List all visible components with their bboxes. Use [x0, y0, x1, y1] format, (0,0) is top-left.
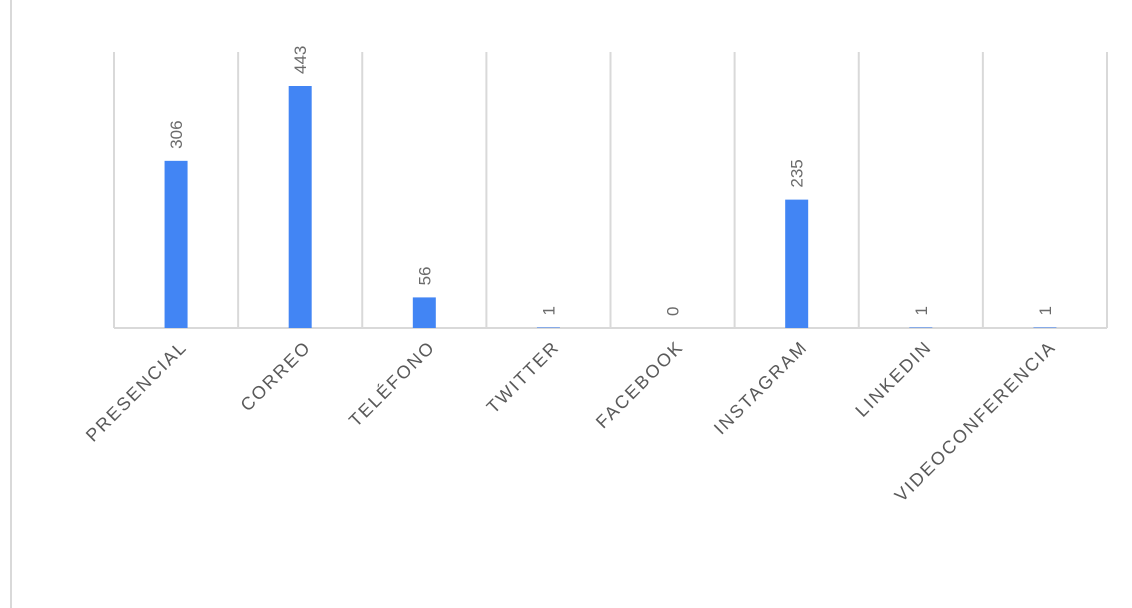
tick-label-twitter: TWITTER [483, 337, 564, 418]
data-label: 1 [539, 306, 558, 315]
data-label: 1 [1036, 306, 1055, 315]
tick-label-correo: CORREO [237, 337, 315, 415]
bar-twitter [536, 327, 560, 328]
tick-label-facebook: FACEBOOK [592, 337, 687, 432]
data-label: 306 [167, 120, 186, 148]
page-left-border [10, 0, 12, 608]
data-label: 1 [912, 306, 931, 315]
bar-presencial [164, 160, 188, 328]
data-label: 56 [415, 266, 434, 285]
tick-label-presencial: PRESENCIAL [82, 337, 191, 446]
bars [164, 86, 1057, 328]
bar-correo [288, 86, 312, 328]
bar-videoconferencia [1033, 327, 1057, 328]
bar-telefono [412, 297, 436, 328]
data-label: 235 [788, 159, 807, 187]
tick-label-instagram: INSTAGRAM [710, 337, 812, 439]
category-gridlines [113, 52, 1108, 328]
data-label: 0 [664, 307, 683, 316]
bar-linkedin [909, 327, 933, 328]
category-tick-labels: PRESENCIAL CORREO TELÉFONO TWITTER FACEBOOK I… [82, 337, 1060, 506]
data-label: 443 [291, 46, 310, 74]
data-labels: 306 443 56 1 0 235 1 1 [167, 46, 1055, 316]
tick-label-linkedin: LINKEDIN [851, 337, 935, 421]
tick-label-telefono: TELÉFONO [345, 337, 439, 431]
bar-instagram [785, 199, 809, 328]
